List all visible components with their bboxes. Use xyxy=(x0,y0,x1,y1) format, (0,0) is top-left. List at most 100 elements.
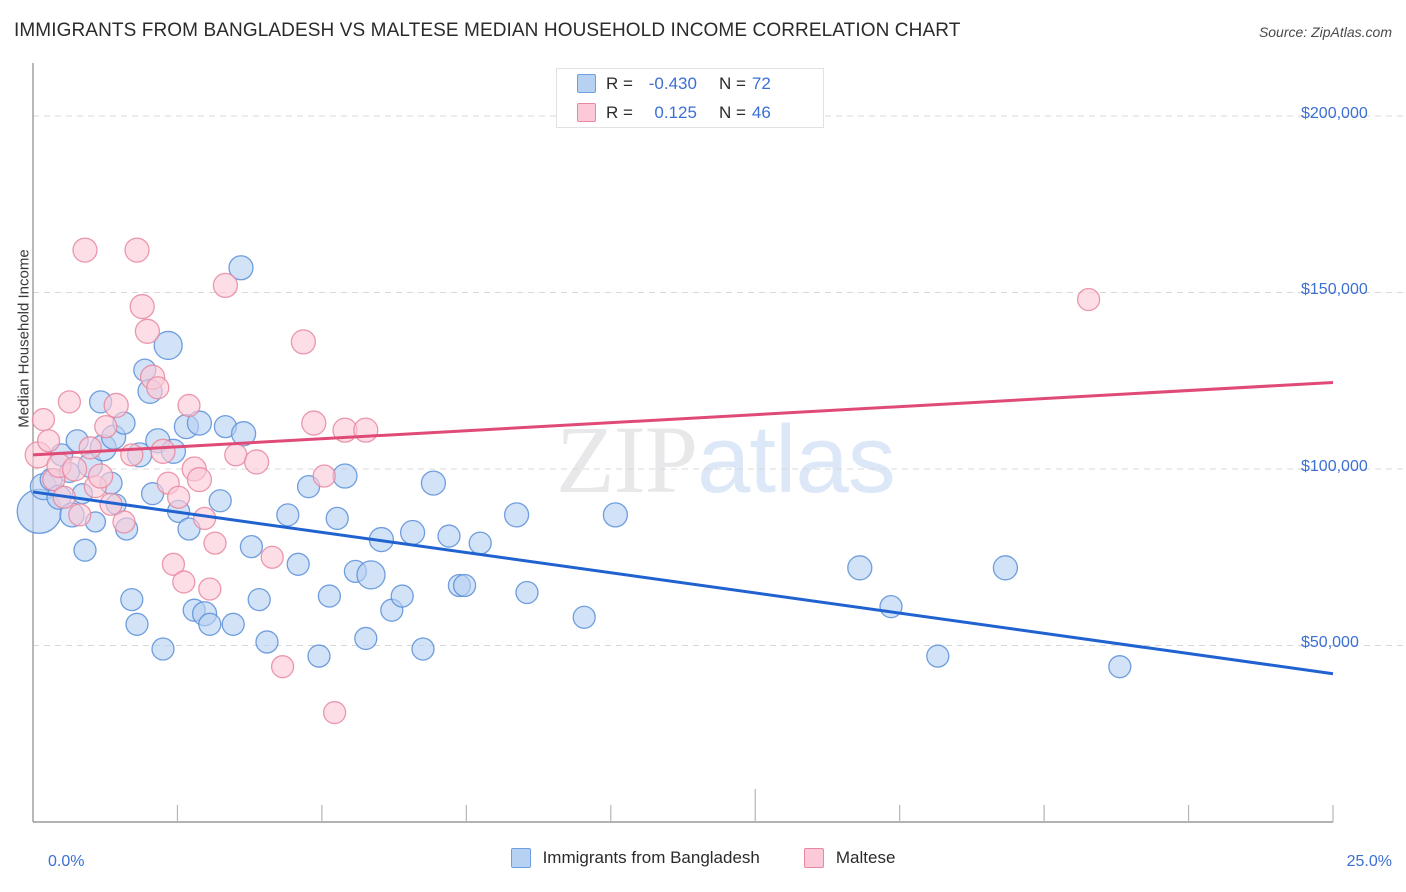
data-point xyxy=(161,552,186,576)
data-point xyxy=(78,436,102,460)
data-point xyxy=(503,502,530,528)
data-point xyxy=(270,655,295,679)
data-point xyxy=(325,506,349,531)
legend-swatch-bangladesh xyxy=(510,848,531,868)
stats-row-bangladesh: R = -0.430 N = 72 xyxy=(557,69,823,98)
source-attribution: Source: ZipAtlas.com xyxy=(1258,24,1392,40)
data-point xyxy=(307,644,331,668)
data-point xyxy=(212,272,239,299)
data-point xyxy=(420,470,447,496)
page-title: IMMIGRANTS FROM BANGLADESH VS MALTESE ME… xyxy=(14,20,961,41)
series-bangladesh xyxy=(16,255,1132,679)
data-point xyxy=(468,531,492,555)
data-point xyxy=(926,644,950,668)
data-point xyxy=(146,376,170,400)
data-point xyxy=(301,410,327,436)
data-point xyxy=(198,577,222,601)
data-point xyxy=(572,605,596,629)
stats-r-label-bangladesh: R = xyxy=(606,73,633,93)
data-point xyxy=(120,443,144,467)
data-point xyxy=(72,237,98,263)
stats-n-value-maltese: 46 xyxy=(751,102,771,122)
trendline-maltese xyxy=(32,380,1334,457)
y-tick-label-200000: $200,000 xyxy=(1301,104,1368,122)
data-point xyxy=(356,560,386,590)
y-axis-title: Median Household Income xyxy=(15,249,33,428)
data-point xyxy=(87,463,114,489)
data-point xyxy=(239,534,264,559)
data-point xyxy=(255,630,279,654)
stats-swatch-maltese xyxy=(577,103,596,122)
data-point xyxy=(31,407,56,432)
x-tick-label-min: 0.0% xyxy=(48,853,85,870)
y-tick-label-150000: $150,000 xyxy=(1301,281,1368,299)
series-maltese xyxy=(24,237,1101,725)
data-point xyxy=(260,545,284,569)
data-point xyxy=(515,580,539,605)
data-point xyxy=(198,612,222,636)
data-point xyxy=(150,438,176,464)
data-point xyxy=(276,503,300,527)
data-point xyxy=(134,318,161,344)
data-point xyxy=(94,414,118,439)
gridlines xyxy=(33,115,1406,646)
stats-swatch-bangladesh xyxy=(577,74,596,93)
data-point xyxy=(847,555,873,581)
data-point xyxy=(186,466,213,493)
legend-label-maltese: Maltese xyxy=(835,848,896,867)
legend-item-maltese[interactable]: Maltese xyxy=(803,848,896,868)
data-point xyxy=(36,429,61,453)
data-point xyxy=(332,463,358,489)
data-point xyxy=(68,503,92,527)
data-point xyxy=(124,237,150,263)
legend-label-bangladesh: Immigrants from Bangladesh xyxy=(542,848,760,867)
data-point xyxy=(247,587,271,612)
stats-r-label-maltese: R = xyxy=(606,102,633,122)
legend-swatch-maltese xyxy=(803,848,824,868)
data-point xyxy=(203,531,227,555)
data-point xyxy=(243,449,270,475)
data-point xyxy=(125,612,149,636)
data-point xyxy=(312,464,336,488)
data-point xyxy=(208,489,232,513)
data-point xyxy=(221,612,245,636)
data-point xyxy=(354,626,378,651)
data-point xyxy=(186,410,213,436)
y-tick-label-50000: $50,000 xyxy=(1301,634,1359,652)
data-point xyxy=(61,456,88,482)
stats-r-value-bangladesh: -0.430 xyxy=(648,73,697,93)
data-point xyxy=(1076,287,1101,312)
stats-row-maltese: R = 0.125 N = 46 xyxy=(557,98,823,127)
series-legend: Immigrants from Bangladesh Maltese xyxy=(0,848,1406,868)
stats-r-value-maltese: 0.125 xyxy=(654,102,697,122)
x-tick-label-max: 25.0% xyxy=(1346,853,1392,870)
data-point xyxy=(57,390,82,414)
data-point xyxy=(452,573,477,598)
data-point xyxy=(322,700,347,725)
data-point xyxy=(112,510,136,534)
data-point xyxy=(224,443,248,467)
stats-n-value-bangladesh: 72 xyxy=(751,73,771,93)
correlation-stats-legend: R = -0.430 N = 72 R = 0.125 N = 46 xyxy=(556,68,824,128)
y-tick-label-100000: $100,000 xyxy=(1301,457,1368,475)
data-point xyxy=(230,421,257,447)
data-point xyxy=(172,570,196,594)
trendline-bangladesh xyxy=(32,490,1334,676)
data-point xyxy=(129,293,155,320)
data-point xyxy=(103,392,129,419)
data-point xyxy=(317,584,342,608)
data-point xyxy=(286,552,310,576)
data-point xyxy=(353,417,379,443)
data-point xyxy=(166,485,191,509)
data-point xyxy=(1108,655,1132,679)
data-point xyxy=(177,393,201,418)
data-point xyxy=(390,584,414,608)
data-point xyxy=(120,587,144,612)
data-point xyxy=(290,329,317,355)
data-point xyxy=(399,519,426,546)
legend-item-bangladesh[interactable]: Immigrants from Bangladesh xyxy=(510,848,760,868)
data-point xyxy=(992,555,1019,581)
data-point xyxy=(602,502,629,528)
